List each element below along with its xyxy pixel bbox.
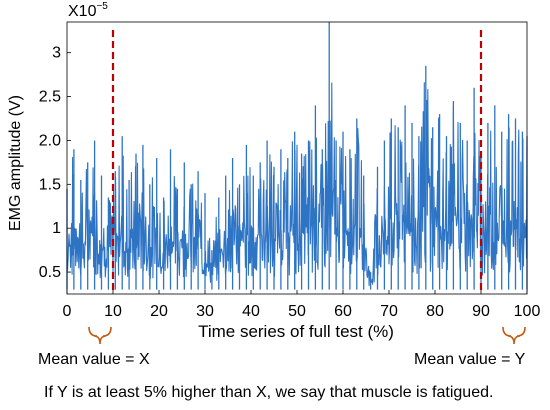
y-tick-label: 2.5	[39, 89, 61, 106]
x-axis-label: Time series of full test (%)	[198, 322, 394, 341]
annotation-braces	[88, 326, 526, 345]
annotation-mean-y: Mean value = Y	[414, 351, 526, 368]
reference-lines	[111, 30, 483, 294]
x-tick-label: 100	[514, 303, 541, 320]
x-tick-label: 0	[63, 303, 72, 320]
emg-signal-line	[66, 82, 528, 287]
annotation-mean-x: Mean value = X	[38, 351, 150, 368]
annotation-brace	[502, 326, 526, 345]
x-tick-label: 80	[426, 303, 444, 320]
y-tick-label: 1	[52, 220, 61, 237]
x-tick-label: 60	[334, 303, 352, 320]
x-tick-label: 10	[104, 303, 122, 320]
emg-signal-series	[66, 22, 528, 290]
fatigue-note: If Y is at least 5% higher than X, we sa…	[44, 384, 494, 401]
x-tick-label: 50	[288, 303, 306, 320]
annotation-brace	[88, 326, 112, 345]
y-tick-label: 1.5	[39, 176, 61, 193]
tick-labels: 0 10 20 30 40 50 60 70 80 90 100 0.5 1 1.5 2.0 2.5 3	[39, 45, 541, 320]
y-tick-label: 0.5	[39, 264, 61, 281]
y-tick-label: 3	[52, 45, 61, 62]
x-tick-label: 90	[472, 303, 490, 320]
y-axis-label: EMG amplitude (V)	[7, 94, 24, 232]
x-tick-label: 40	[242, 303, 260, 320]
y-multiplier: X10−5	[68, 1, 108, 20]
y-tick-label: 2.0	[39, 132, 61, 149]
x-tick-label: 70	[380, 303, 398, 320]
x-tick-label: 30	[196, 303, 214, 320]
x-tick-label: 20	[150, 303, 168, 320]
